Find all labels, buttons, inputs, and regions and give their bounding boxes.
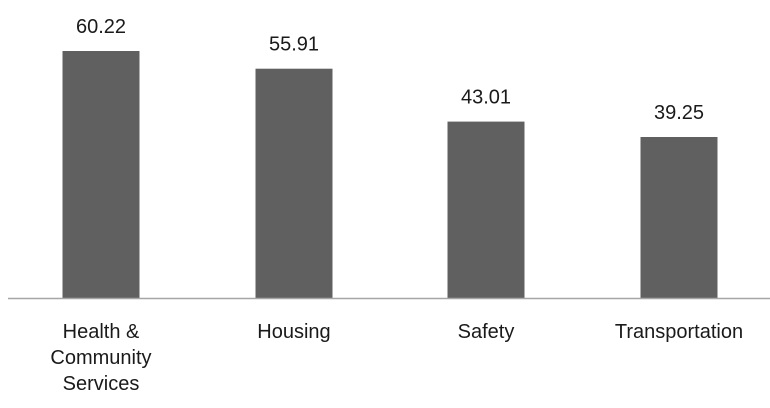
category-labels-group: Health & Community Services Housing Safety Tr… [50,321,743,395]
bars-group [62,51,718,298]
value-labels-group: 60.22 55.91 43.01 39.25 [76,16,704,124]
bar-3 [640,137,718,298]
category-label-3: Transportation [615,321,743,343]
category-label-line: Community [50,347,151,369]
category-label-line: Housing [257,321,330,343]
bar-0 [62,51,140,298]
category-label-line: Services [63,373,140,395]
data-label-1: 55.91 [269,34,319,56]
bar-1 [255,68,333,298]
data-label-0: 60.22 [76,16,126,38]
category-label-line: Transportation [615,321,743,343]
category-label-2: Safety [458,321,515,343]
data-label-2: 43.01 [461,87,511,109]
category-label-0: Health & Community Services [50,321,151,395]
data-label-3: 39.25 [654,102,704,124]
category-label-line: Safety [458,321,515,343]
category-label-line: Health & [63,321,140,343]
bar-2 [447,121,525,298]
category-label-1: Housing [257,321,330,343]
